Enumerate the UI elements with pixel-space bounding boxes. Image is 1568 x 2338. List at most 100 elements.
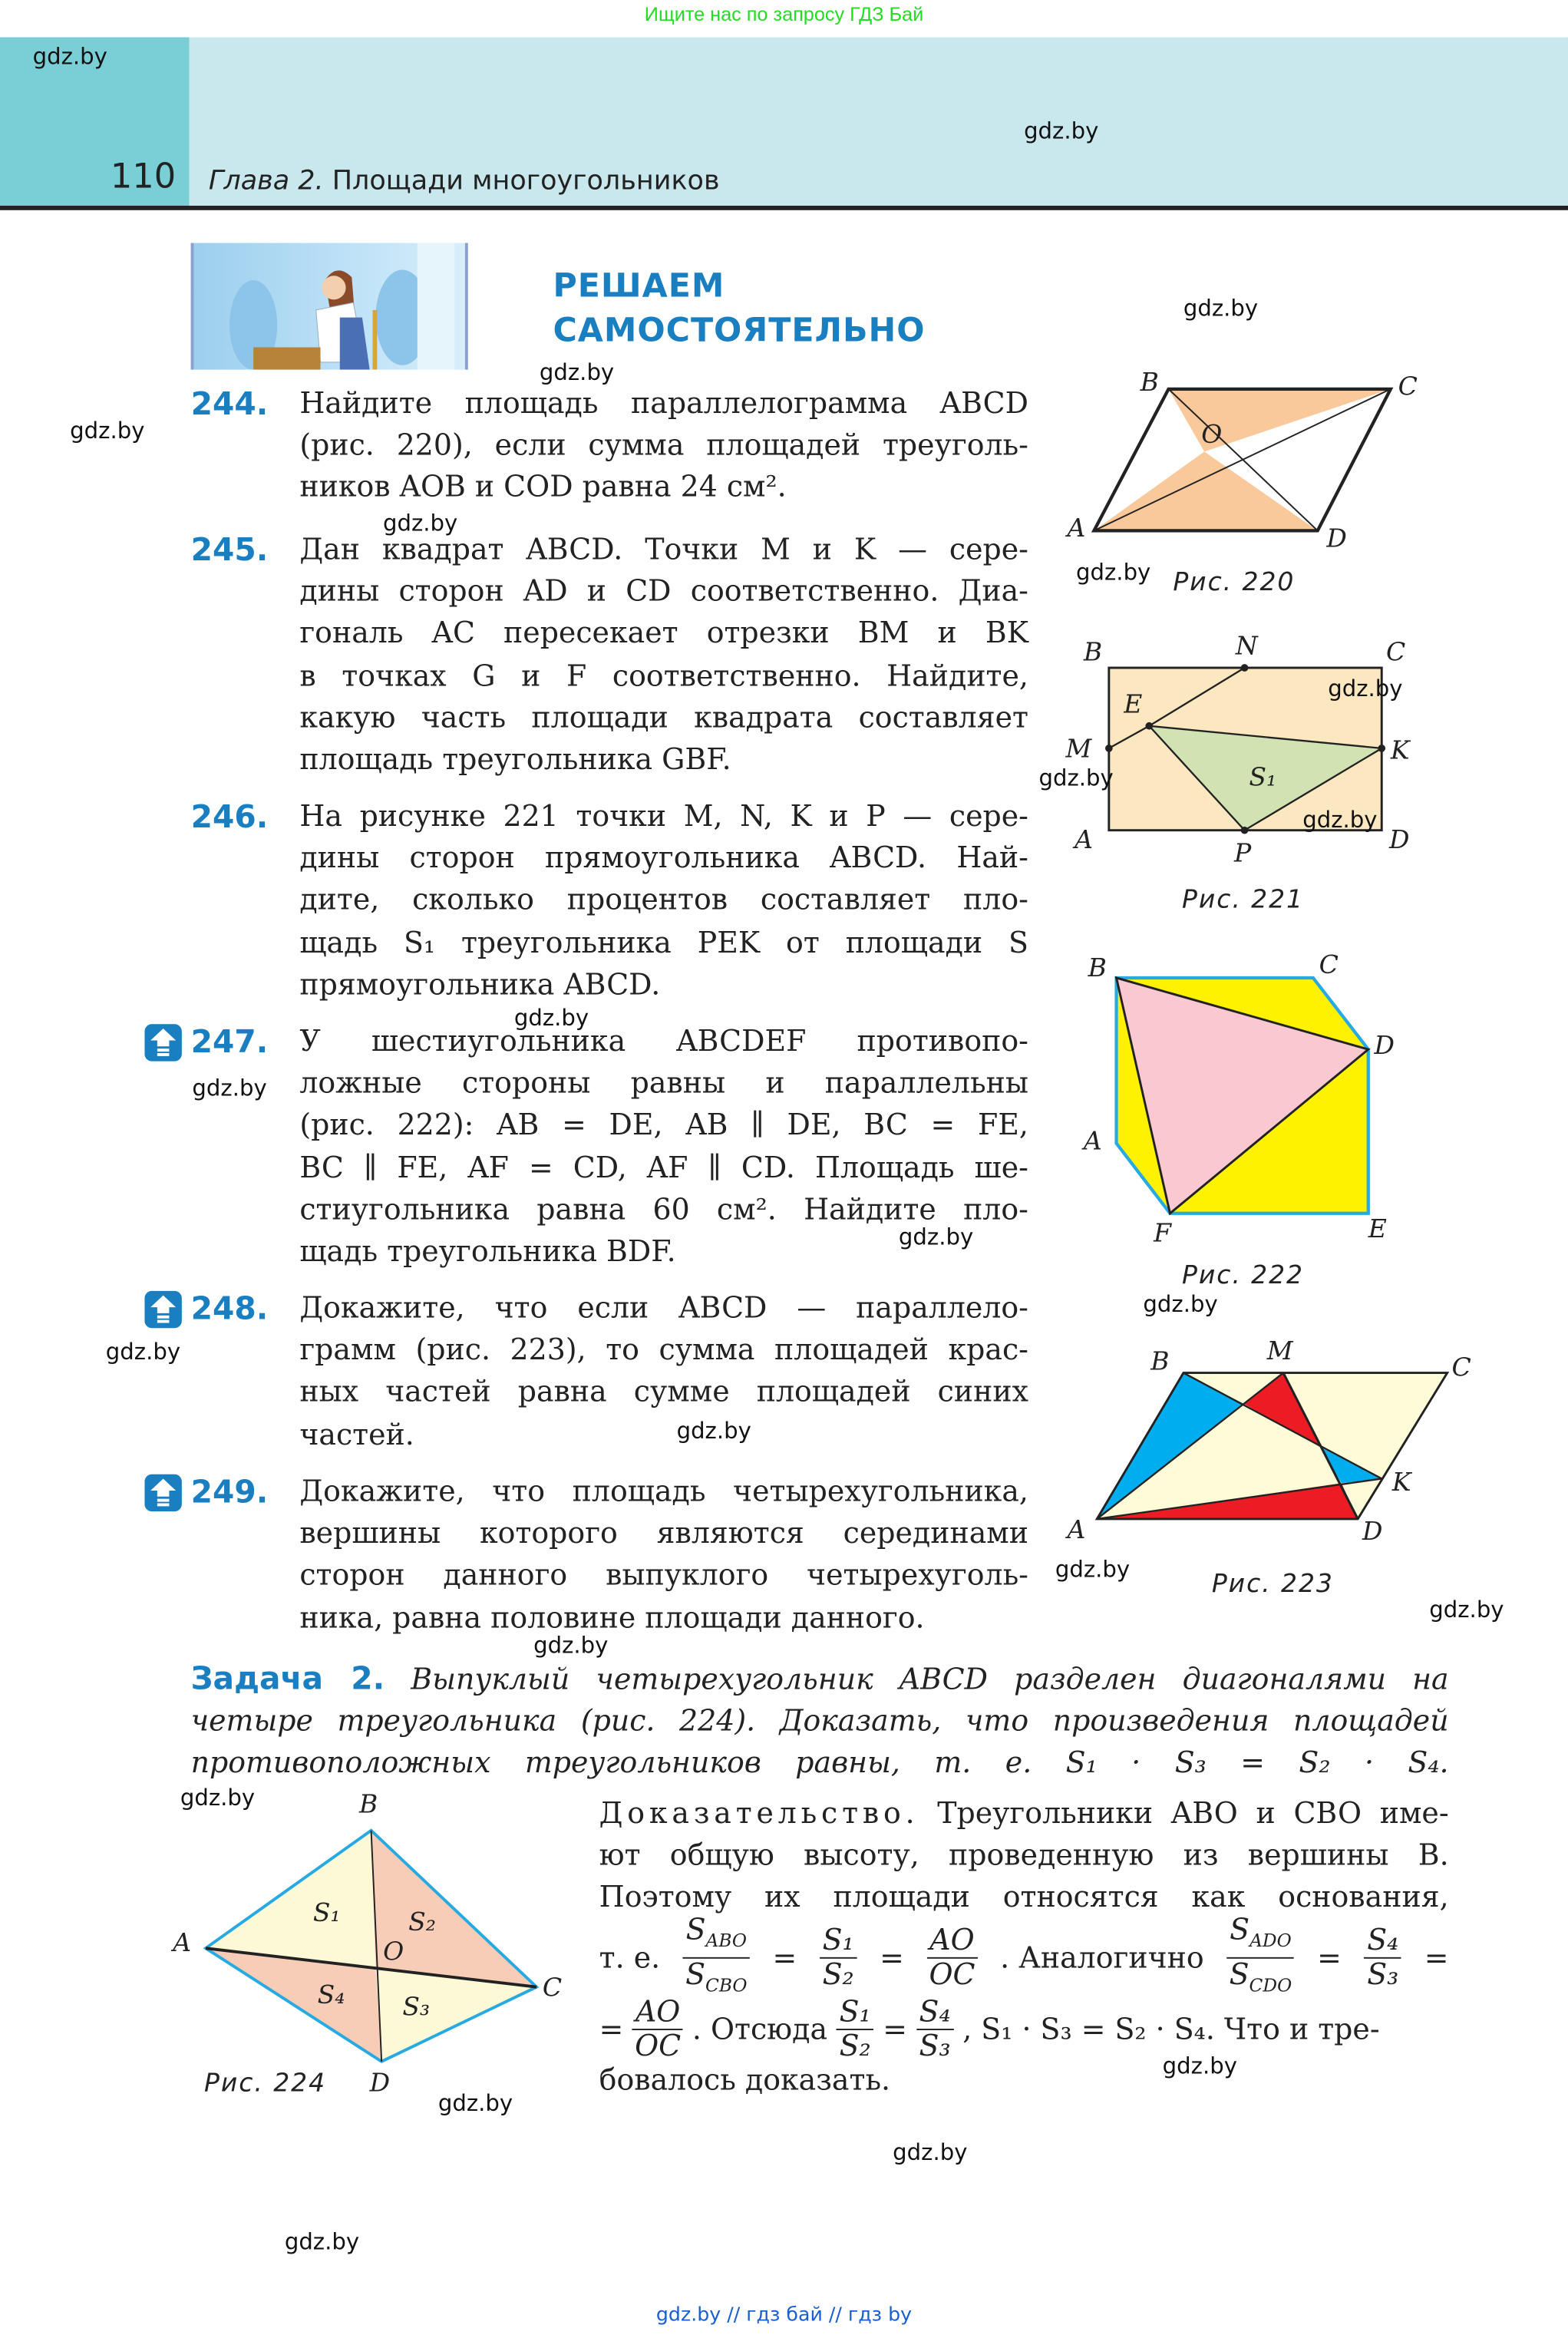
fraction: S₁ S₂: [836, 1994, 874, 2062]
watermark-link[interactable]: gdz.by: [437, 2089, 513, 2117]
label-s4: S₄: [318, 1980, 345, 2009]
equals: =: [1424, 1940, 1449, 1975]
problem-text-line: какую часть площади квадрата составляет: [299, 700, 1028, 735]
proof-text: , S₁ · S₃ = S₂ · S₄. Что и тре-: [962, 2011, 1380, 2046]
watermark-link[interactable]: gdz.by: [32, 43, 107, 71]
watermark-link[interactable]: gdz.by: [1055, 1556, 1131, 1583]
task-label: Задача 2.: [190, 1660, 385, 1696]
label-k: K: [1391, 1467, 1413, 1497]
figure-caption: Рис. 220: [1173, 566, 1295, 596]
watermark-link[interactable]: gdz.by: [533, 1632, 609, 1659]
label-s1: S₁: [313, 1897, 341, 1927]
equals: =: [880, 1940, 904, 1975]
blue-part: [1097, 1372, 1245, 1519]
chapter-title: Площади многоугольников: [332, 165, 720, 197]
figure-caption: Рис. 223: [1212, 1568, 1334, 1598]
triangle-s3: [375, 1967, 537, 2062]
proof-line: ют общую высоту, проведенную из вершины …: [599, 1838, 1449, 1873]
problem-text-line: ложные стороны равны и параллельны: [299, 1065, 1028, 1101]
label-d: D: [1325, 523, 1346, 553]
label-b: B: [1083, 636, 1102, 666]
student-illustration: [190, 243, 468, 370]
watermark-link[interactable]: gdz.by: [1162, 2052, 1237, 2080]
label-b: B: [1150, 1346, 1169, 1376]
fraction: AO OC: [632, 1994, 684, 2062]
label-o: O: [383, 1937, 404, 1966]
label-a: A: [1072, 824, 1093, 854]
page-number: 110: [110, 157, 177, 197]
problem-text-line: BC ∥ FE, AF = CD, AF ∥ CD. Площадь ше-: [299, 1150, 1028, 1185]
watermark-link[interactable]: gdz.by: [513, 1004, 589, 1032]
label-m: M: [1266, 1336, 1294, 1365]
figure-221: B N C E M K S₁ A P D Рис. 221: [1065, 631, 1411, 914]
watermark-link[interactable]: gdz.by: [898, 1223, 974, 1251]
problem-text-line: На рисунке 221 точки M, N, K и P — сере-: [299, 798, 1028, 834]
fraction: S₁ S₂: [819, 1923, 857, 1990]
figure-220: B C O A D Рис. 220: [1065, 367, 1417, 596]
watermark-link[interactable]: gdz.by: [105, 1338, 181, 1365]
watermark-link[interactable]: gdz.by: [284, 2228, 360, 2256]
proof-formula-line: т. е. SABO SCBO = S₁ S₂ = AO OC . Аналогичн…: [599, 1913, 1449, 1995]
label-e: E: [1123, 689, 1142, 718]
watermark-link[interactable]: gdz.by: [192, 1075, 267, 1102]
task-line: Задача 2. Выпуклый четырехугольник ABCD …: [191, 1659, 1449, 1700]
problem-number: 247.: [190, 1024, 269, 1060]
watermark-link[interactable]: gdz.by: [1024, 117, 1099, 145]
problem-text-line: дины сторон прямоугольника ABCD. Най-: [299, 840, 1028, 876]
label-a: A: [1065, 1514, 1085, 1544]
problem-text-line: грамм (рис. 223), то сумма площадей крас…: [299, 1332, 1028, 1368]
fraction: SADO SCDO: [1226, 1913, 1295, 2001]
problem-text-line: Докажите, что если ABCD — параллело-: [299, 1290, 1028, 1326]
label-f: F: [1153, 1218, 1172, 1248]
problem-text-line: дины сторон AD и CD соответственно. Диа-: [299, 574, 1028, 609]
diagonal-bd: [1167, 388, 1319, 532]
triangle-bdf: [1114, 976, 1371, 1216]
watermark-link[interactable]: gdz.by: [70, 417, 145, 444]
footer-links[interactable]: gdz.by // гдз бай // гдз by: [655, 2304, 913, 2327]
watermark-link[interactable]: gdz.by: [539, 359, 615, 386]
proof-text: =: [599, 2011, 624, 2046]
chapter-heading: Глава 2. Площади многоугольников: [209, 166, 720, 197]
label-m: M: [1065, 734, 1093, 764]
label-p: P: [1233, 837, 1252, 867]
section-title-line1: РЕШАЕМ: [553, 268, 725, 306]
label-c: C: [1319, 949, 1339, 979]
problem-text-line: Найдите площадь параллелограмма ABCD: [299, 385, 1028, 421]
problem-text-line: вершины которого являются серединами: [299, 1516, 1028, 1551]
task-text: Выпуклый четырехугольник ABCD разделен д…: [411, 1662, 1449, 1696]
header-rule: [0, 205, 1568, 210]
advanced-level-icon: [144, 1024, 182, 1062]
label-c: C: [543, 1972, 562, 2002]
label-c: C: [1452, 1352, 1471, 1382]
equals: =: [1317, 1940, 1342, 1975]
watermark-link[interactable]: gdz.by: [676, 1417, 751, 1445]
proof-text: т. е.: [599, 1940, 661, 1975]
fraction: S₄ S₃: [1364, 1923, 1402, 1990]
equals: =: [883, 2011, 908, 2046]
proof-text: Треугольники ABO и CBO име-: [937, 1796, 1449, 1831]
problem-text-line: (рис. 220), если сумма площадей треуголь…: [299, 428, 1028, 463]
watermark-link[interactable]: gdz.by: [180, 1784, 256, 1811]
fraction: AO OC: [926, 1923, 978, 1990]
label-s2: S₂: [408, 1907, 436, 1937]
watermark-link[interactable]: gdz.by: [1183, 295, 1259, 322]
label-s1: S₁: [1249, 761, 1276, 791]
label-s3: S₃: [402, 1992, 430, 2022]
watermark-link[interactable]: gdz.by: [1038, 764, 1114, 792]
triangle-aod: [1094, 451, 1318, 531]
watermark-link[interactable]: gdz.by: [1328, 675, 1403, 702]
header-band: [189, 37, 1568, 206]
problem-text-line: стиугольника равна 60 см². Найдите пло-: [299, 1192, 1028, 1227]
watermark-link[interactable]: gdz.by: [1076, 559, 1151, 586]
label-d: D: [1362, 1516, 1382, 1546]
watermark-link[interactable]: gdz.by: [383, 510, 458, 537]
watermark-link[interactable]: gdz.by: [1429, 1596, 1504, 1623]
promo-banner[interactable]: Ищите нас по запросу ГДЗ Бай: [644, 2, 924, 26]
problem-number: 248.: [190, 1290, 269, 1327]
watermark-link[interactable]: gdz.by: [1302, 806, 1378, 834]
problem-text-line: ных частей равна сумме площадей синих: [299, 1375, 1028, 1409]
watermark-link[interactable]: gdz.by: [1143, 1290, 1218, 1318]
problem-number: 245.: [190, 532, 269, 568]
triangle-s1: [205, 1830, 376, 1968]
watermark-link[interactable]: gdz.by: [893, 2138, 968, 2166]
